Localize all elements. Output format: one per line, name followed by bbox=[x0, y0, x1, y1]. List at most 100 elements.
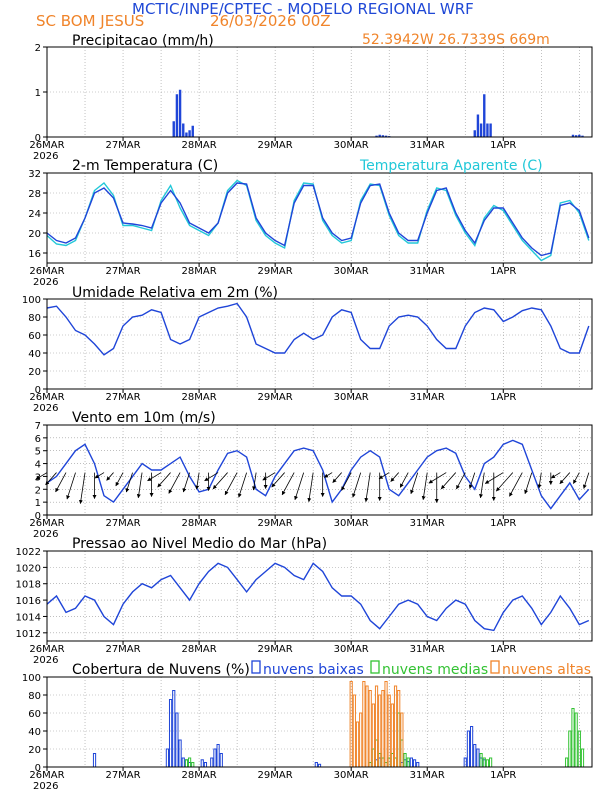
wind-arrow bbox=[237, 472, 248, 498]
plot-area bbox=[47, 425, 592, 515]
x-tick-label: 31MAR bbox=[410, 140, 445, 151]
y-tick-label: 1014 bbox=[16, 612, 41, 623]
plot-frame bbox=[46, 550, 593, 642]
y-tick-label: 1018 bbox=[16, 580, 41, 591]
panel-title-pressure: Pressao ao Nivel Medio do Mar (hPa) bbox=[72, 536, 327, 552]
precip-bar bbox=[178, 89, 182, 137]
wind-arrow bbox=[479, 472, 485, 499]
panel-title-humidity: Umidade Relativa em 2m (%) bbox=[72, 285, 278, 301]
wind-arrow bbox=[271, 472, 285, 488]
x-tick-label: 26MAR bbox=[29, 770, 64, 781]
y-tick-label: 0 bbox=[35, 511, 41, 522]
wind-arrow bbox=[559, 472, 571, 485]
x-tick-label: 31MAR bbox=[410, 266, 445, 277]
wind-arrow bbox=[428, 472, 447, 484]
precip-bar bbox=[375, 135, 378, 137]
precip-bar bbox=[473, 130, 476, 137]
wind-arrow bbox=[182, 472, 190, 493]
temp-line-0 bbox=[46, 182, 590, 257]
wind-arrow bbox=[332, 472, 342, 483]
y-tick-label: 4 bbox=[35, 460, 41, 471]
y-tick-label: 40 bbox=[28, 727, 41, 738]
y-tick-label: 100 bbox=[22, 673, 41, 684]
y-tick-label: 2 bbox=[35, 485, 41, 496]
y-tick-label: 80 bbox=[28, 313, 41, 324]
x-tick-label: 30MAR bbox=[334, 392, 369, 403]
wind-arrow bbox=[550, 472, 561, 479]
precip-bar bbox=[188, 130, 191, 137]
panel-temp: 16 20 24 28 32 26MAR 27MAR 28MAR 29MAR 30MAR 31MAR… bbox=[28, 169, 593, 288]
header-title: MCTIC/INPE/CPTEC - MODELO REGIONAL WRF bbox=[132, 0, 474, 18]
wind-arrow bbox=[468, 472, 476, 489]
x-tick-label: 30MAR bbox=[334, 644, 369, 655]
plot-area bbox=[47, 551, 592, 641]
panel-clouds: 0 20 40 60 80 100 26MAR 27MAR 28MAR 29MAR 30MAR 31M… bbox=[22, 673, 593, 792]
wind-arrow bbox=[341, 472, 352, 491]
wind-arrow bbox=[106, 472, 114, 481]
wind-arrow bbox=[94, 472, 105, 479]
wind-arrow bbox=[35, 472, 48, 480]
x-tick-label: 29MAR bbox=[258, 392, 293, 403]
x-tick-label: 26MAR bbox=[29, 518, 64, 529]
wind-arrow bbox=[509, 472, 523, 497]
x-tick-label: 29MAR bbox=[258, 518, 293, 529]
legend-high-clouds: nuvens altas bbox=[502, 662, 591, 678]
wind-arrow bbox=[195, 472, 200, 490]
x-tick-label: 26MAR bbox=[29, 266, 64, 277]
x-tick-label: 27MAR bbox=[105, 392, 140, 403]
wind-arrow bbox=[294, 472, 305, 501]
plot-frame bbox=[46, 46, 593, 138]
x-tick-label: 31MAR bbox=[410, 644, 445, 655]
wind-arrow bbox=[456, 472, 466, 490]
y-tick-label: 80 bbox=[28, 691, 41, 702]
plot-frame bbox=[46, 676, 593, 768]
legend-mid-clouds: nuvens medias bbox=[382, 662, 488, 678]
y-tick-label: 1012 bbox=[16, 629, 41, 640]
x-tick-label: 27MAR bbox=[105, 140, 140, 151]
y-tick-label: 32 bbox=[28, 169, 41, 180]
x-tick-label: 27MAR bbox=[105, 518, 140, 529]
y-tick-label: 6 bbox=[35, 434, 41, 445]
x-tick-label: 26MAR bbox=[29, 140, 64, 151]
precip-bar bbox=[483, 94, 486, 137]
y-tick-label: 5 bbox=[35, 447, 41, 458]
precip-bar bbox=[175, 94, 179, 137]
precip-bar bbox=[378, 134, 381, 137]
y-tick-label: 0 bbox=[35, 385, 41, 396]
wind-arrow bbox=[262, 472, 276, 481]
precip-bar bbox=[574, 135, 578, 137]
plot-area bbox=[47, 677, 592, 767]
wind-arrow bbox=[281, 472, 295, 496]
y-tick-label: 1016 bbox=[16, 596, 41, 607]
x-tick-label: 26MAR bbox=[29, 644, 64, 655]
legend-swatch-mid bbox=[370, 660, 380, 674]
x-tick-label: 1APR bbox=[490, 266, 516, 277]
precip-bar bbox=[489, 123, 492, 137]
year-label: 2026 bbox=[33, 403, 58, 414]
x-tick-label: 31MAR bbox=[410, 770, 445, 781]
wind-arrow bbox=[136, 472, 143, 499]
wind-arrow bbox=[125, 472, 133, 493]
x-tick-label: 29MAR bbox=[258, 266, 293, 277]
panel-title-wind: Vento em 10m (m/s) bbox=[72, 410, 216, 426]
y-tick-label: 1022 bbox=[16, 547, 41, 558]
x-tick-label: 28MAR bbox=[182, 644, 217, 655]
wind-arrow bbox=[410, 472, 419, 495]
legend-swatch-high bbox=[490, 660, 500, 674]
y-tick-label: 1020 bbox=[16, 563, 41, 574]
precip-bar bbox=[172, 121, 175, 137]
y-tick-label: 20 bbox=[28, 229, 41, 240]
wind-arrow bbox=[252, 472, 257, 491]
wind-arrow bbox=[351, 472, 362, 498]
wind-arrow bbox=[224, 472, 238, 496]
wind-arrow bbox=[157, 472, 171, 488]
x-tick-label: 28MAR bbox=[182, 770, 217, 781]
wind-arrow bbox=[147, 472, 162, 482]
precip-bar bbox=[578, 134, 581, 137]
x-tick-label: 1APR bbox=[490, 644, 516, 655]
wind-arrow bbox=[212, 472, 228, 490]
x-tick-label: 27MAR bbox=[105, 266, 140, 277]
y-tick-label: 0 bbox=[35, 133, 41, 144]
y-tick-label: 60 bbox=[28, 709, 41, 720]
wind-arrow bbox=[204, 472, 219, 482]
